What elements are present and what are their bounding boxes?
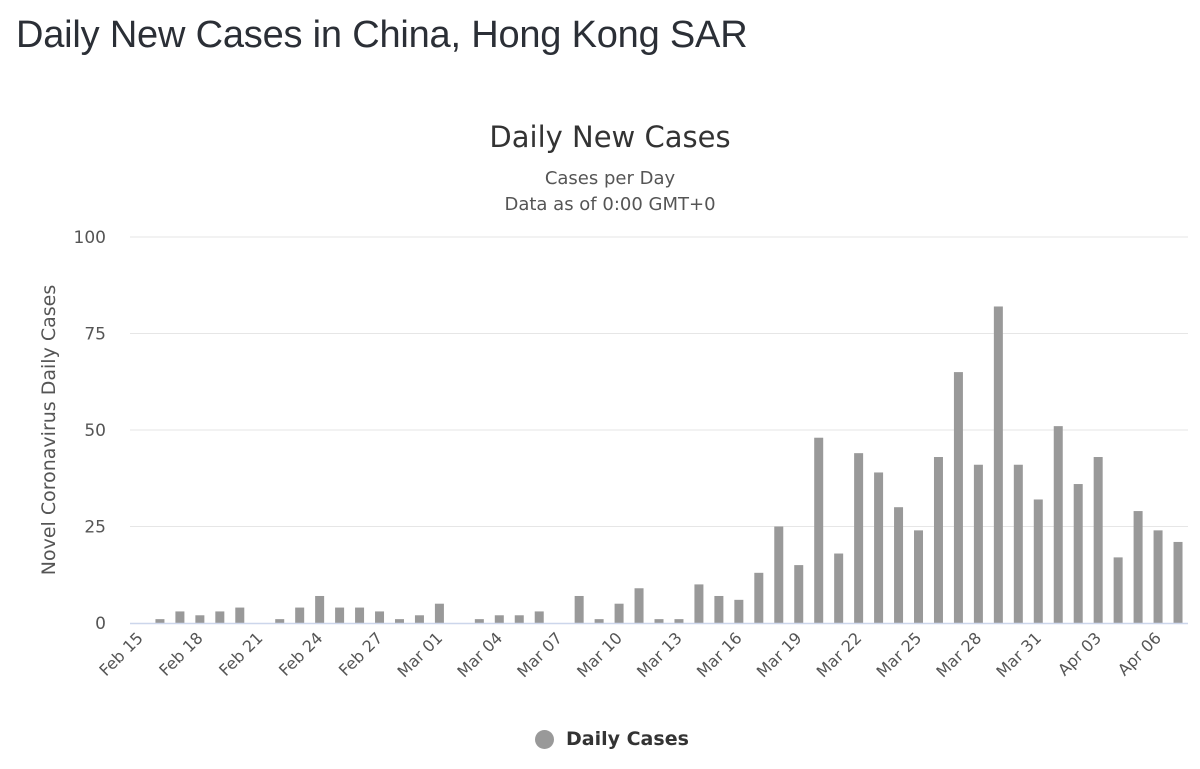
bar-feb-17 <box>175 611 185 623</box>
bar-mar-15 <box>714 595 724 623</box>
bar-apr-05 <box>1133 511 1143 623</box>
bar-feb-18 <box>195 615 205 623</box>
chart-subtitle-line-2: Data as of 0:00 GMT+0 <box>504 194 716 215</box>
bar-mar-04 <box>494 615 504 623</box>
bar-apr-07 <box>1173 541 1183 623</box>
x-tick-label-mar-13: Mar 13 <box>633 628 686 681</box>
bar-mar-18 <box>774 526 784 623</box>
x-tick-label-mar-25: Mar 25 <box>873 628 926 681</box>
bar-feb-27 <box>375 611 385 623</box>
x-tick-label-feb-18: Feb 18 <box>155 628 206 679</box>
bar-mar-27 <box>953 372 963 623</box>
bar-mar-30 <box>1013 464 1023 623</box>
chart-subtitle-line-1: Cases per Day <box>544 168 676 189</box>
y-tick-label-50: 50 <box>84 421 106 441</box>
bar-mar-20 <box>814 437 824 623</box>
bar-apr-01 <box>1053 426 1063 623</box>
bar-mar-14 <box>694 584 704 623</box>
bar-feb-25 <box>335 607 345 623</box>
bar-mar-03 <box>474 619 484 623</box>
x-tick-label-mar-16: Mar 16 <box>693 628 746 681</box>
bar-feb-20 <box>235 607 245 623</box>
bar-mar-16 <box>734 599 744 623</box>
bar-mar-12 <box>654 619 664 623</box>
bar-mar-01 <box>434 603 444 623</box>
bar-mar-05 <box>514 615 524 623</box>
legend-label-daily-cases[interactable]: Daily Cases <box>566 728 689 750</box>
bar-feb-28 <box>394 619 404 623</box>
y-tick-label-75: 75 <box>84 325 106 345</box>
y-tick-label-0: 0 <box>95 614 106 634</box>
y-tick-label-100: 100 <box>74 228 106 248</box>
x-tick-label-mar-01: Mar 01 <box>393 628 446 681</box>
bar-mar-10 <box>614 603 624 623</box>
bar-mar-22 <box>854 453 864 623</box>
x-tick-label-feb-21: Feb 21 <box>215 628 266 679</box>
bar-mar-23 <box>874 472 884 623</box>
page-title: Daily New Cases in China, Hong Kong SAR <box>16 14 748 56</box>
bar-mar-13 <box>674 619 684 623</box>
bar-feb-19 <box>215 611 225 623</box>
x-tick-label-mar-28: Mar 28 <box>932 628 985 681</box>
bar-mar-26 <box>933 457 943 623</box>
x-tick-label-mar-04: Mar 04 <box>453 628 506 681</box>
bar-apr-06 <box>1153 530 1163 623</box>
bar-apr-03 <box>1093 457 1103 623</box>
x-tick-label-apr-06: Apr 06 <box>1114 628 1165 679</box>
x-tick-label-mar-07: Mar 07 <box>513 628 566 681</box>
bar-mar-09 <box>594 619 604 623</box>
x-tick-label-apr-03: Apr 03 <box>1054 628 1105 679</box>
bar-mar-28 <box>973 464 983 623</box>
bar-feb-23 <box>295 607 305 623</box>
bar-mar-08 <box>574 595 584 623</box>
x-tick-label-mar-10: Mar 10 <box>573 628 626 681</box>
bar-mar-24 <box>894 507 904 623</box>
bar-mar-17 <box>754 572 764 623</box>
chart-title: Daily New Cases <box>489 120 731 154</box>
bar-mar-31 <box>1033 499 1043 623</box>
x-tick-label-feb-27: Feb 27 <box>335 628 386 679</box>
bar-mar-11 <box>634 588 644 623</box>
bar-apr-04 <box>1113 557 1123 623</box>
bar-feb-26 <box>355 607 365 623</box>
y-axis-title: Novel Coronavirus Daily Cases <box>38 285 60 576</box>
bar-apr-02 <box>1073 484 1083 623</box>
bar-feb-16 <box>155 619 165 623</box>
bar-mar-06 <box>534 611 544 623</box>
bar-feb-22 <box>275 619 285 623</box>
bar-mar-25 <box>914 530 924 623</box>
bar-feb-29 <box>414 615 424 623</box>
bar-feb-24 <box>315 595 325 623</box>
bar-mar-19 <box>794 565 804 623</box>
y-tick-label-25: 25 <box>84 518 106 538</box>
bar-mar-21 <box>834 553 844 623</box>
x-tick-label-mar-31: Mar 31 <box>992 628 1045 681</box>
x-tick-label-mar-19: Mar 19 <box>753 628 806 681</box>
x-tick-label-feb-24: Feb 24 <box>275 628 326 679</box>
legend[interactable]: Daily Cases <box>535 728 689 750</box>
bar-mar-29 <box>993 306 1003 623</box>
x-tick-label-feb-15: Feb 15 <box>95 628 146 679</box>
legend-marker-daily-cases[interactable] <box>535 729 554 749</box>
x-tick-label-mar-22: Mar 22 <box>813 628 866 681</box>
